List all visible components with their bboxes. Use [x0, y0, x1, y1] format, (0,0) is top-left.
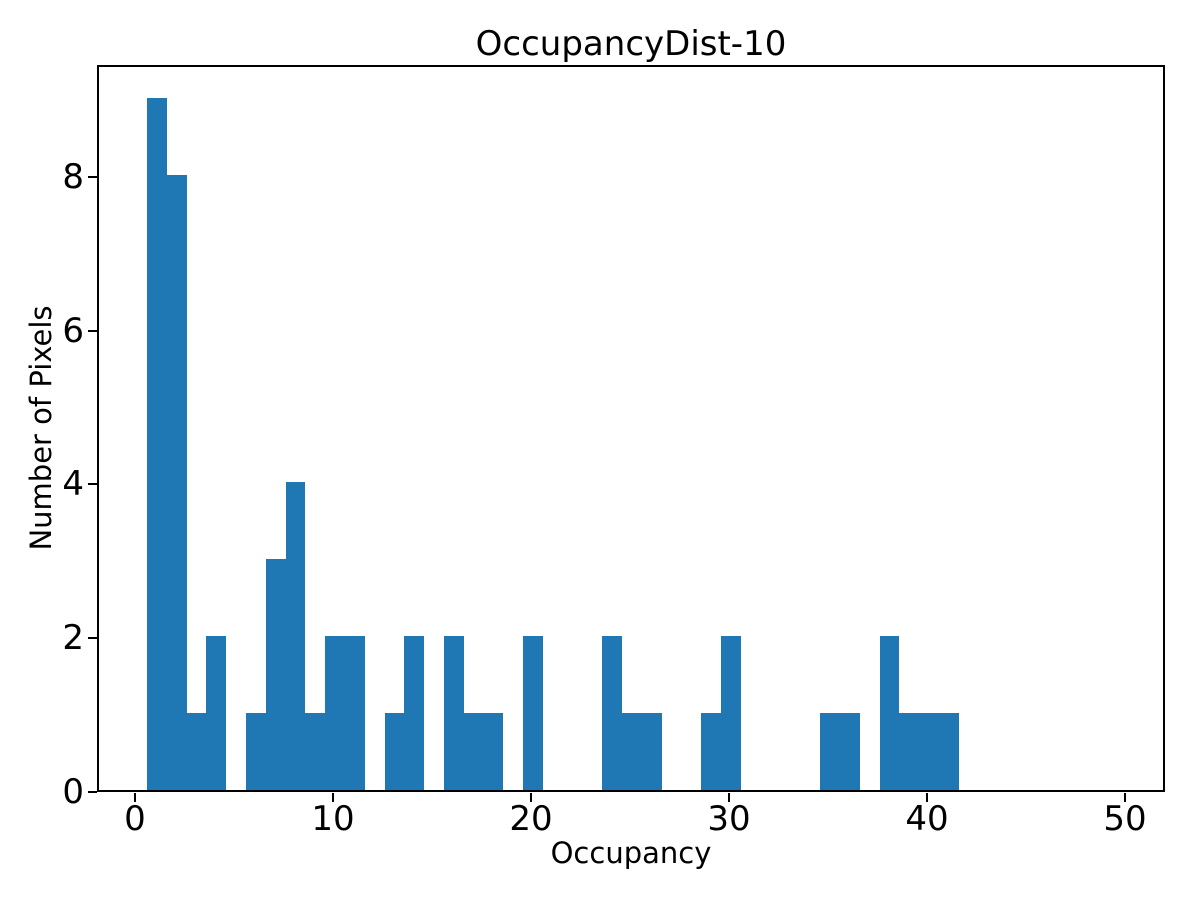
histogram-bar-7 — [265, 559, 286, 790]
y-tick-label-0: 0 — [62, 772, 84, 812]
x-axis-label: Occupancy — [550, 836, 712, 870]
y-tick-mark-2 — [88, 637, 97, 640]
histogram-bar-24 — [602, 636, 623, 790]
y-tick-mark-0 — [88, 791, 97, 793]
x-tick-label-0: 0 — [124, 799, 146, 839]
histogram-bar-40 — [919, 713, 939, 790]
x-tick-label-20: 20 — [509, 799, 553, 839]
histogram-bar-16 — [443, 636, 464, 790]
histogram-bar-25 — [622, 713, 642, 790]
histogram-bar-1 — [146, 98, 167, 790]
x-tick-mark-30 — [728, 793, 730, 802]
y-tick-mark-4 — [88, 483, 97, 486]
histogram-bar-36 — [839, 713, 860, 790]
histogram-bar-4 — [206, 636, 227, 790]
y-tick-label-2: 2 — [62, 618, 84, 659]
histogram-bar-2 — [166, 174, 187, 790]
histogram-bar-13 — [384, 713, 405, 790]
histogram-bar-18 — [483, 713, 504, 790]
chart-title: OccupancyDist-10 — [475, 24, 787, 64]
x-tick-mark-40 — [926, 793, 928, 802]
y-tick-mark-6 — [88, 329, 97, 332]
histogram-bar-41 — [938, 713, 959, 790]
y-tick-label-8: 8 — [62, 156, 84, 197]
histogram-bar-20 — [523, 636, 543, 790]
x-tick-label-50: 50 — [1103, 799, 1147, 839]
x-tick-label-10: 10 — [311, 799, 355, 839]
plot-area — [97, 65, 1165, 792]
y-tick-label-4: 4 — [62, 464, 84, 505]
histogram-bar-3 — [186, 713, 207, 790]
histogram-bar-17 — [463, 713, 484, 790]
histogram-bar-39 — [899, 713, 920, 790]
histogram-bar-29 — [701, 713, 722, 790]
histogram-bar-9 — [305, 713, 326, 790]
histogram-bar-8 — [285, 482, 306, 790]
y-tick-mark-8 — [88, 175, 97, 178]
x-tick-label-30: 30 — [707, 799, 751, 839]
x-tick-mark-10 — [332, 793, 334, 802]
histogram-bar-30 — [721, 636, 741, 790]
histogram-bar-14 — [404, 636, 425, 790]
y-tick-label-6: 6 — [62, 310, 84, 351]
x-tick-mark-20 — [530, 793, 532, 802]
x-tick-mark-50 — [1124, 793, 1126, 802]
histogram-bar-11 — [344, 636, 365, 790]
histogram-bar-10 — [325, 636, 345, 790]
histogram-bar-26 — [641, 713, 662, 790]
x-tick-label-40: 40 — [905, 799, 949, 839]
histogram-bar-35 — [820, 713, 840, 790]
histogram-bar-38 — [879, 636, 900, 790]
x-tick-mark-0 — [134, 793, 136, 802]
histogram-bar-6 — [245, 713, 266, 790]
